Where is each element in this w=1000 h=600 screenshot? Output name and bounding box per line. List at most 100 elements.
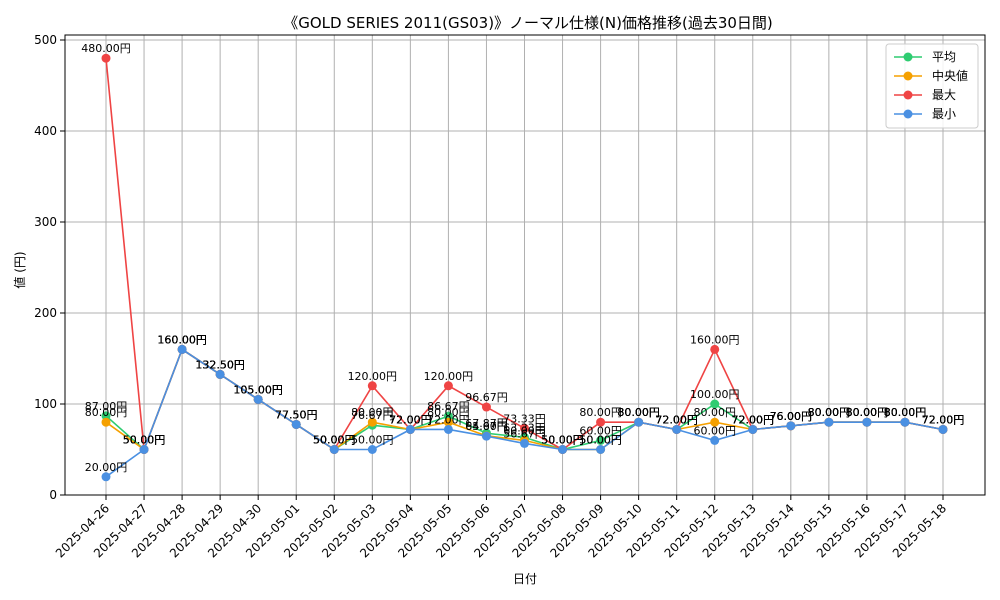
data-label: 80.00円 xyxy=(808,406,851,419)
data-label: 50.00円 xyxy=(541,434,584,447)
data-label: 72.00円 xyxy=(655,413,698,426)
data-label: 132.50円 xyxy=(195,358,245,371)
data-point xyxy=(443,381,453,391)
data-label: 72.00円 xyxy=(389,413,432,426)
data-label: 80.00円 xyxy=(427,406,470,419)
data-label: 80.00円 xyxy=(617,406,660,419)
data-label: 67.87円 xyxy=(465,417,508,430)
data-label: 160.00円 xyxy=(157,333,207,346)
data-label: 80.00円 xyxy=(884,406,927,419)
data-label: 120.00円 xyxy=(348,370,398,383)
data-label: 132.50円 xyxy=(195,358,245,371)
data-label: 50.00円 xyxy=(313,434,356,447)
data-label: 80.00円 xyxy=(884,406,927,419)
data-label: 72.00円 xyxy=(389,413,432,426)
data-label: 50.00円 xyxy=(579,434,622,447)
data-label: 77.50円 xyxy=(275,408,318,421)
chart-title: 《GOLD SERIES 2011(GS03)》ノーマル仕様(N)価格推移(過去… xyxy=(283,14,773,32)
data-point xyxy=(862,417,872,427)
data-label: 77.50円 xyxy=(275,408,318,421)
data-label: 77.50円 xyxy=(275,408,318,421)
data-label: 105.00円 xyxy=(233,383,283,396)
data-label: 72.00円 xyxy=(732,413,775,426)
data-label: 60.00円 xyxy=(503,424,546,437)
data-label: 80.00円 xyxy=(693,406,736,419)
data-label: 160.00円 xyxy=(157,333,207,346)
legend-swatch-marker xyxy=(903,52,913,62)
data-label: 77.50円 xyxy=(275,408,318,421)
data-point xyxy=(253,394,263,404)
data-point xyxy=(710,417,720,427)
series-lines xyxy=(101,53,948,482)
data-label: 76.00円 xyxy=(770,410,813,423)
data-point xyxy=(672,424,682,434)
data-label: 76.00円 xyxy=(770,410,813,423)
data-point xyxy=(101,53,111,63)
data-point xyxy=(786,421,796,431)
data-point xyxy=(443,417,453,427)
data-label: 73.33円 xyxy=(503,412,546,425)
y-tick-label: 500 xyxy=(34,33,57,47)
data-label: 87.00円 xyxy=(85,400,128,413)
data-point xyxy=(139,445,149,454)
data-label: 80.00円 xyxy=(884,406,927,419)
data-label: 80.00円 xyxy=(579,406,622,419)
data-point xyxy=(938,424,948,434)
data-point xyxy=(900,417,910,427)
data-label: 72.00円 xyxy=(922,413,965,426)
data-label: 80.00円 xyxy=(617,406,660,419)
data-label: 80.00円 xyxy=(846,406,889,419)
data-label: 50.00円 xyxy=(313,434,356,447)
data-point xyxy=(101,417,111,427)
data-label: 80.00円 xyxy=(846,406,889,419)
legend-swatch-marker xyxy=(903,109,913,119)
data-point xyxy=(710,344,720,354)
data-point xyxy=(520,438,529,448)
data-label: 80.00円 xyxy=(617,406,660,419)
data-label: 105.00円 xyxy=(233,383,283,396)
data-label: 50.00円 xyxy=(313,434,356,447)
data-label: 105.00円 xyxy=(233,383,283,396)
data-point xyxy=(481,431,491,441)
x-axis-label: 日付 xyxy=(513,572,537,586)
data-label: 50.00円 xyxy=(579,434,622,447)
data-label: 80.00円 xyxy=(846,406,889,419)
data-point xyxy=(101,472,111,482)
legend-swatch-marker xyxy=(903,90,913,100)
data-point xyxy=(101,411,111,421)
y-axis-label: 値 (円) xyxy=(12,251,27,288)
legend-entry: 平均 xyxy=(932,50,956,64)
data-label: 72.00円 xyxy=(427,413,470,426)
data-label: 72.00円 xyxy=(655,413,698,426)
data-point xyxy=(405,424,415,434)
data-label: 50.00円 xyxy=(123,434,166,447)
data-label: 80.00円 xyxy=(808,406,851,419)
y-tick-label: 200 xyxy=(34,306,57,320)
data-label: 80.00円 xyxy=(884,406,927,419)
data-label: 72.00円 xyxy=(732,413,775,426)
data-label: 50.00円 xyxy=(123,434,166,447)
data-label: 72.00円 xyxy=(922,413,965,426)
legend-entry: 最小 xyxy=(932,107,956,121)
data-label: 80.00円 xyxy=(808,406,851,419)
data-label: 50.00円 xyxy=(541,434,584,447)
data-label: 80.00円 xyxy=(351,406,394,419)
data-point xyxy=(291,419,301,429)
data-label: 76.67円 xyxy=(351,409,394,422)
data-label: 96.67円 xyxy=(465,391,508,404)
data-point xyxy=(367,417,377,427)
data-point xyxy=(596,435,606,445)
data-point xyxy=(329,445,339,454)
data-label: 72.00円 xyxy=(389,413,432,426)
data-label: 86.67円 xyxy=(427,400,470,413)
data-point xyxy=(710,435,720,445)
data-label: 72.00円 xyxy=(655,413,698,426)
data-label: 76.00円 xyxy=(770,410,813,423)
data-label: 50.00円 xyxy=(541,434,584,447)
data-label: 120.00円 xyxy=(424,370,474,383)
data-label: 80.00円 xyxy=(808,406,851,419)
y-tick-label: 400 xyxy=(34,124,57,138)
data-label: 20.00円 xyxy=(85,461,128,474)
data-point xyxy=(824,417,834,427)
data-label: 50.00円 xyxy=(123,434,166,447)
